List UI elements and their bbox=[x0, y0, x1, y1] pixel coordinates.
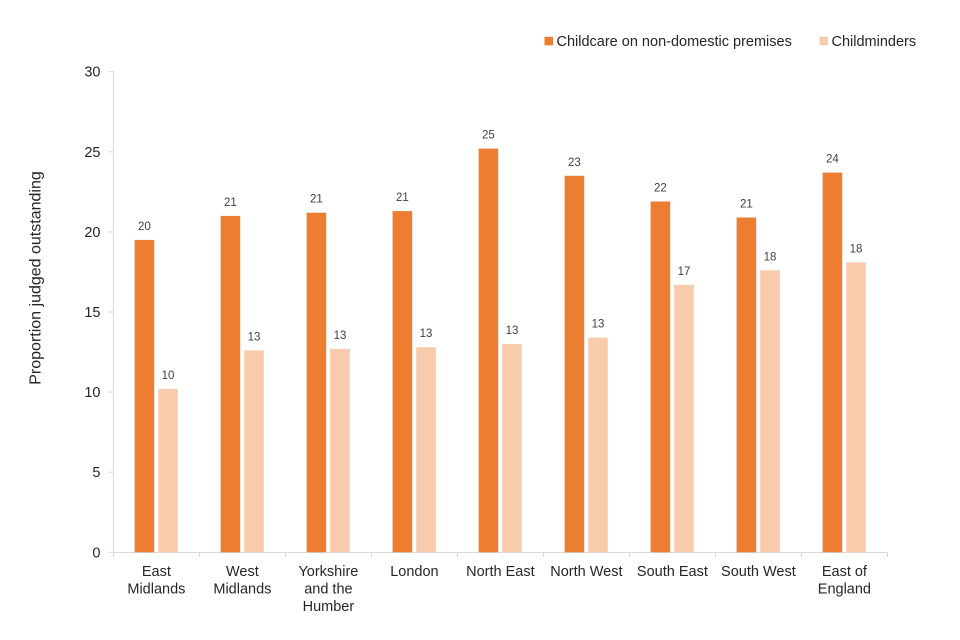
svg-text:and the: and the bbox=[304, 582, 352, 598]
svg-text:15: 15 bbox=[84, 305, 100, 321]
svg-text:20: 20 bbox=[138, 221, 151, 233]
svg-text:0: 0 bbox=[92, 545, 100, 561]
svg-text:13: 13 bbox=[506, 325, 519, 337]
svg-text:21: 21 bbox=[224, 197, 237, 209]
svg-text:Midlands: Midlands bbox=[127, 582, 185, 598]
svg-text:18: 18 bbox=[850, 243, 863, 255]
svg-text:Midlands: Midlands bbox=[213, 582, 271, 598]
svg-text:13: 13 bbox=[248, 331, 261, 343]
svg-text:East of: East of bbox=[822, 564, 868, 580]
svg-text:Humber: Humber bbox=[303, 599, 355, 615]
svg-text:22: 22 bbox=[654, 183, 667, 195]
svg-text:South East: South East bbox=[637, 564, 708, 580]
svg-text:Childcare on non-domestic prem: Childcare on non-domestic premises bbox=[557, 34, 792, 50]
svg-text:21: 21 bbox=[310, 194, 323, 206]
svg-text:13: 13 bbox=[420, 328, 433, 340]
svg-text:Proportion judged outstanding: Proportion judged outstanding bbox=[28, 171, 45, 385]
svg-text:West: West bbox=[226, 564, 259, 580]
svg-text:Yorkshire: Yorkshire bbox=[298, 564, 358, 580]
svg-text:30: 30 bbox=[84, 65, 100, 81]
svg-text:21: 21 bbox=[396, 192, 409, 204]
svg-text:17: 17 bbox=[678, 266, 691, 278]
svg-text:24: 24 bbox=[826, 154, 839, 166]
svg-text:London: London bbox=[390, 564, 438, 580]
svg-text:13: 13 bbox=[334, 330, 347, 342]
svg-text:13: 13 bbox=[592, 319, 605, 331]
svg-text:North West: North West bbox=[550, 564, 622, 580]
svg-text:10: 10 bbox=[162, 370, 175, 382]
svg-text:18: 18 bbox=[764, 251, 777, 263]
svg-text:25: 25 bbox=[482, 130, 495, 142]
svg-text:North East: North East bbox=[466, 564, 535, 580]
svg-text:South West: South West bbox=[721, 564, 796, 580]
svg-text:East: East bbox=[142, 564, 171, 580]
svg-text:25: 25 bbox=[84, 145, 100, 161]
svg-text:5: 5 bbox=[92, 465, 100, 481]
svg-text:England: England bbox=[818, 582, 871, 598]
svg-text:10: 10 bbox=[84, 385, 100, 401]
svg-text:20: 20 bbox=[84, 225, 100, 241]
svg-text:Childminders: Childminders bbox=[832, 34, 917, 50]
svg-text:21: 21 bbox=[740, 199, 753, 211]
svg-text:23: 23 bbox=[568, 157, 581, 169]
